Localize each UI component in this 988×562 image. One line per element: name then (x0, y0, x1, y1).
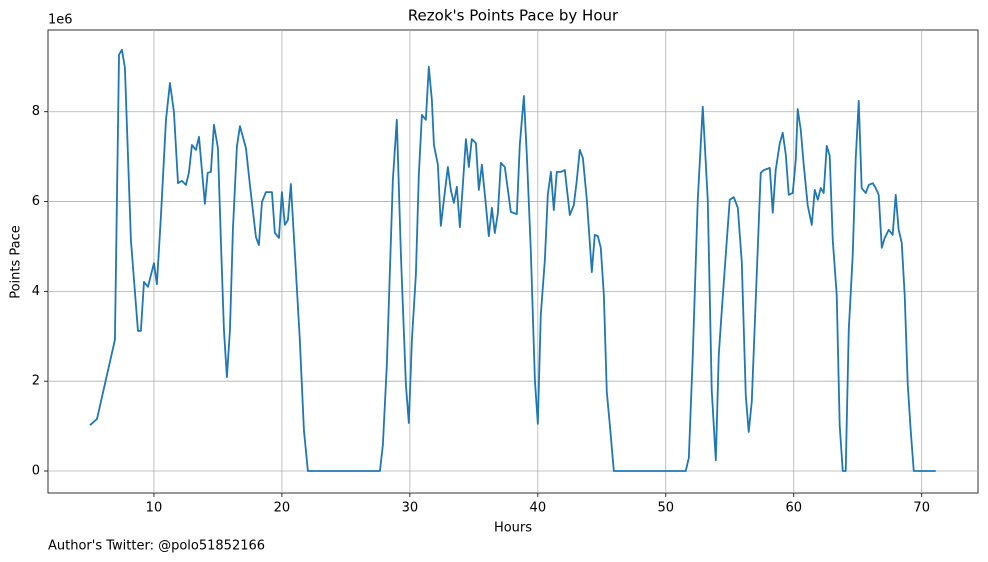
y-axis-label: Points Pace (9, 225, 24, 299)
y-tick-label: 2 (32, 374, 40, 389)
x-tick-label: 60 (785, 501, 802, 516)
x-axis-label: Hours (494, 521, 532, 536)
y-tick-label: 4 (32, 284, 40, 299)
x-tick-label: 10 (146, 501, 163, 516)
x-tick-label: 30 (402, 501, 419, 516)
x-tick-label: 20 (274, 501, 291, 516)
data-line (89, 48, 936, 472)
chart-title: Rezok's Points Pace by Hour (408, 7, 619, 25)
x-tick-label: 70 (913, 501, 930, 516)
x-tick-label: 50 (658, 501, 675, 516)
footnote: Author's Twitter: @polo51852166 (48, 539, 265, 554)
plot-frame (47, 29, 979, 494)
x-tick-label: 40 (530, 501, 547, 516)
y-tick-label: 0 (32, 463, 40, 478)
y-tick-label: 8 (32, 104, 40, 119)
y-offset-label: 1e6 (48, 13, 73, 28)
y-tick-label: 6 (32, 194, 40, 209)
